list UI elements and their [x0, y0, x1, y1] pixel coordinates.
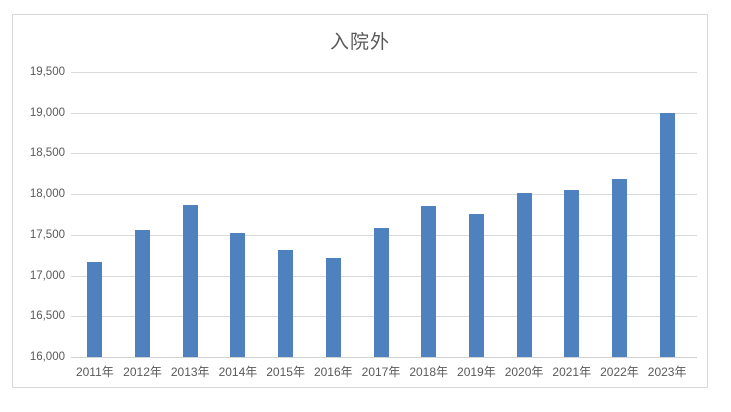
bar-2023年[interactable] [659, 112, 675, 357]
y-axis-tick-label: 19,500 [29, 66, 65, 78]
x-axis-line [71, 357, 697, 358]
gridline [71, 194, 697, 196]
x-axis-tick-label: 2017年 [361, 365, 401, 379]
x-axis-tick-label: 2013年 [170, 365, 210, 379]
x-axis-tick-label: 2020年 [504, 365, 544, 379]
y-axis-tick-label: 18,500 [29, 147, 65, 160]
gridline [71, 153, 697, 155]
bar-2016年[interactable] [325, 258, 341, 357]
gridline [71, 72, 697, 73]
bar-2019年[interactable] [468, 213, 484, 357]
bar-2018年[interactable] [421, 205, 437, 357]
x-axis-tick-label: 2015年 [266, 365, 305, 379]
bar-2022年[interactable] [611, 178, 627, 357]
y-axis-tick-label: 19,000 [29, 106, 65, 119]
x-axis-tick-label: 2019年 [457, 365, 496, 379]
y-axis-tick-label: 18,000 [29, 188, 65, 201]
x-axis-tick-label: 2018年 [409, 365, 449, 379]
gridline [71, 112, 697, 114]
y-axis-tick-label: 16,500 [29, 310, 65, 323]
x-axis-tick-label: 2011年 [75, 365, 114, 379]
bar-2012年[interactable] [135, 229, 151, 357]
x-axis-tick-label: 2023年 [647, 365, 687, 379]
chart-frame[interactable]: 入院外 16,000 16,500 17,000 17,500 18,000 18,500… [12, 14, 708, 388]
bar-2021年[interactable] [564, 190, 580, 357]
plot-area: 16,000 16,500 17,000 17,500 18,000 18,500 19,0… [13, 15, 707, 387]
x-axis-tick-label: 2021年 [552, 365, 592, 379]
y-axis-tick-label: 16,000 [29, 351, 65, 363]
bar-2013年[interactable] [182, 204, 198, 357]
bar-2014年[interactable] [230, 233, 246, 357]
x-axis-tick-label: 2014年 [218, 365, 258, 379]
bar-2011年[interactable] [87, 261, 103, 357]
x-axis-tick-label: 2012年 [123, 365, 162, 379]
y-axis-tick-label: 17,500 [29, 228, 65, 241]
bar-2015年[interactable] [278, 249, 294, 357]
x-axis-tick-label: 2016年 [313, 365, 353, 379]
x-axis-tick-label: 2022年 [600, 365, 639, 379]
bar-2020年[interactable] [516, 193, 532, 357]
y-axis-tick-label: 17,000 [29, 269, 65, 282]
chart-title: 入院外 [329, 32, 390, 53]
bar-2017年[interactable] [373, 228, 389, 357]
